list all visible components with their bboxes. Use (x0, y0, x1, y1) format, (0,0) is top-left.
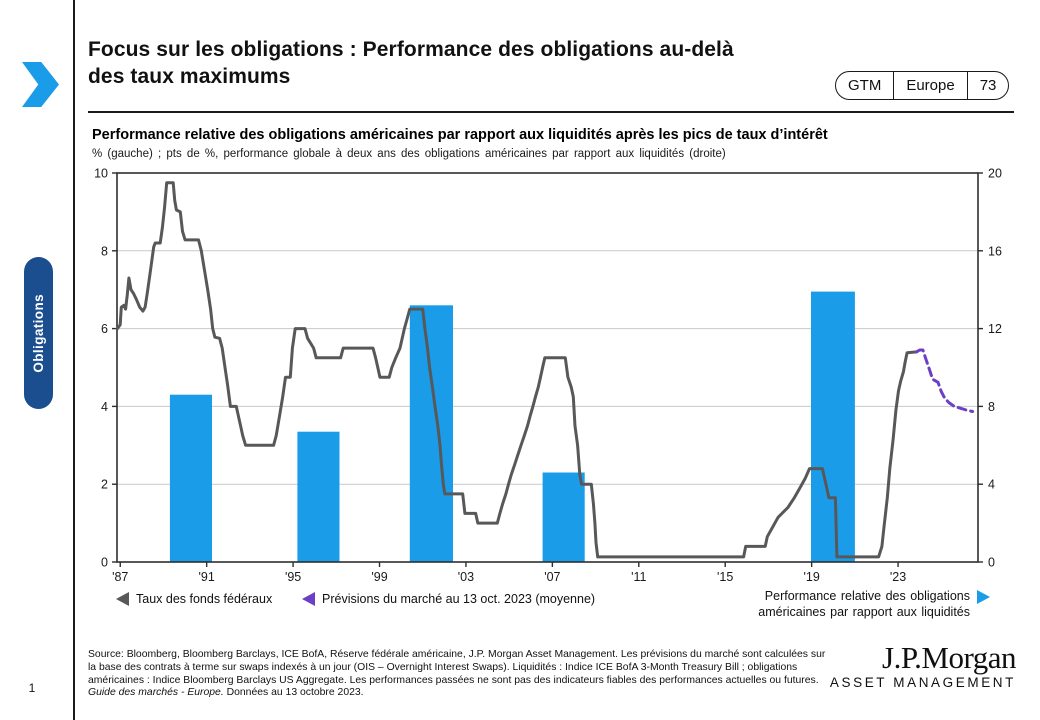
svg-text:'87: '87 (112, 570, 128, 584)
svg-text:'23: '23 (890, 570, 906, 584)
legend-market-forecast: Prévisions du marché au 13 oct. 2023 (mo… (302, 592, 595, 606)
source-line-3: américaines : Indice Bloomberg Barclays … (88, 674, 819, 686)
gtm-page-badge: GTM Europe 73 (835, 71, 1010, 100)
jpmorgan-wordmark: J.P.Morgan (882, 640, 1016, 675)
svg-text:'03: '03 (458, 570, 474, 584)
gtm-label: GTM (848, 77, 882, 94)
svg-text:4: 4 (988, 478, 995, 492)
source-line-1: Source: Bloomberg, Bloomberg Barclays, I… (88, 649, 826, 660)
svg-text:0: 0 (988, 556, 995, 570)
fed-funds-left-arrow-icon (116, 592, 129, 606)
page-title: Focus sur les obligations : Performance … (88, 36, 848, 90)
svg-text:12: 12 (988, 322, 1002, 336)
gtm-chevron-icon (22, 62, 59, 107)
title-underline (88, 111, 1014, 113)
svg-text:'11: '11 (631, 570, 646, 584)
svg-text:8: 8 (101, 244, 108, 258)
gtm-page-number: 73 (966, 72, 1009, 99)
sidebar-tab-obligations[interactable]: Obligations (24, 257, 53, 409)
page-vertical-divider (73, 0, 75, 720)
chart-subtitle: % (gauche) ; pts de %, performance globa… (92, 148, 726, 160)
svg-text:16: 16 (988, 244, 1002, 258)
asset-management-label: ASSET MANAGEMENT (829, 675, 1016, 690)
page-number: 1 (28, 681, 36, 695)
forecast-left-arrow-icon (302, 592, 315, 606)
legend-fed-funds-label: Taux des fonds fédéraux (136, 592, 273, 606)
svg-text:'15: '15 (717, 570, 733, 584)
jpmorgan-logo: J.P.Morgan ASSET MANAGEMENT (796, 640, 1017, 690)
page-title-line1: Focus sur les obligations : Performance … (88, 38, 734, 61)
svg-text:'19: '19 (803, 570, 819, 584)
source-note: Source: Bloomberg, Bloomberg Barclays, I… (88, 649, 836, 700)
svg-text:2: 2 (101, 478, 108, 492)
svg-text:10: 10 (94, 167, 108, 181)
page-title-line2: des taux maximums (88, 65, 291, 88)
svg-text:0: 0 (101, 556, 108, 570)
svg-text:'99: '99 (371, 570, 387, 584)
chart-title: Performance relative des obligations amé… (92, 127, 828, 143)
source-line-2: la base des contrats à terme sur swaps i… (88, 661, 798, 673)
svg-text:'95: '95 (285, 570, 301, 584)
legend-fed-funds: Taux des fonds fédéraux (116, 592, 272, 606)
svg-text:20: 20 (988, 167, 1002, 181)
legend-forecast-label: Prévisions du marché au 13 oct. 2023 (mo… (322, 592, 596, 606)
legend-performance-label: Performance relative des obligations amé… (758, 589, 970, 619)
svg-text:'91: '91 (199, 570, 215, 584)
source-line-4: Guide des marchés - Europe. Données au 1… (88, 687, 364, 699)
sidebar-tab-label: Obligations (31, 293, 46, 373)
svg-text:4: 4 (101, 400, 108, 414)
gtm-region: Europe (893, 72, 966, 99)
bond-performance-chart: 0 2 4 6 8 10 0 4 8 12 16 20 '87 '91 '95 '99 '03 '07 '11 '15… (94, 167, 1002, 585)
svg-text:'07: '07 (544, 570, 560, 584)
svg-text:6: 6 (101, 322, 108, 336)
performance-right-arrow-icon (977, 590, 990, 604)
legend-relative-performance: Performance relative des obligations amé… (718, 588, 990, 620)
svg-text:8: 8 (988, 400, 995, 414)
